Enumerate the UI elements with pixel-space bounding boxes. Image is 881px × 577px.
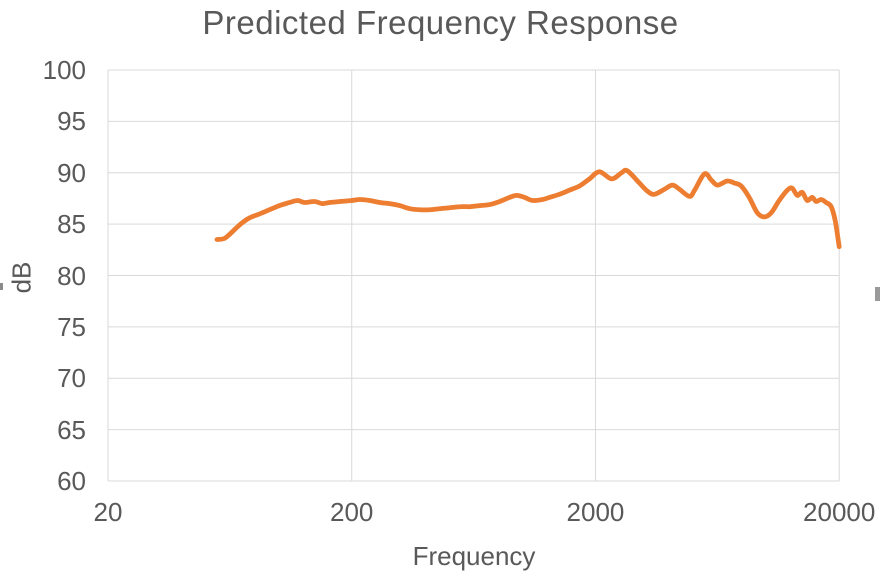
y-tick-label: 65 [57,414,86,445]
y-tick-label: 75 [57,311,86,342]
frequency-response-line [214,167,842,250]
y-tick-label: 60 [57,466,86,496]
clipped-glyph-artifact-right [875,287,880,301]
y-tick-label: 70 [57,363,86,394]
x-tick-label: 2000 [566,497,625,527]
x-tick-label: 20 [93,497,123,527]
y-tick-label: 90 [57,157,86,188]
y-axis-title: dB [6,261,37,294]
y-tick-label: 95 [57,106,86,137]
chart-title: Predicted Frequency Response [202,4,679,41]
x-tick-label: 20000 [803,497,876,527]
y-tick-label: 100 [42,55,86,85]
y-tick-label: 80 [57,260,86,291]
clipped-glyph-artifact-left [0,283,3,290]
x-tick-label: 200 [330,497,374,527]
y-tick-label: 85 [57,209,86,240]
x-axis-title: Frequency [412,541,536,571]
